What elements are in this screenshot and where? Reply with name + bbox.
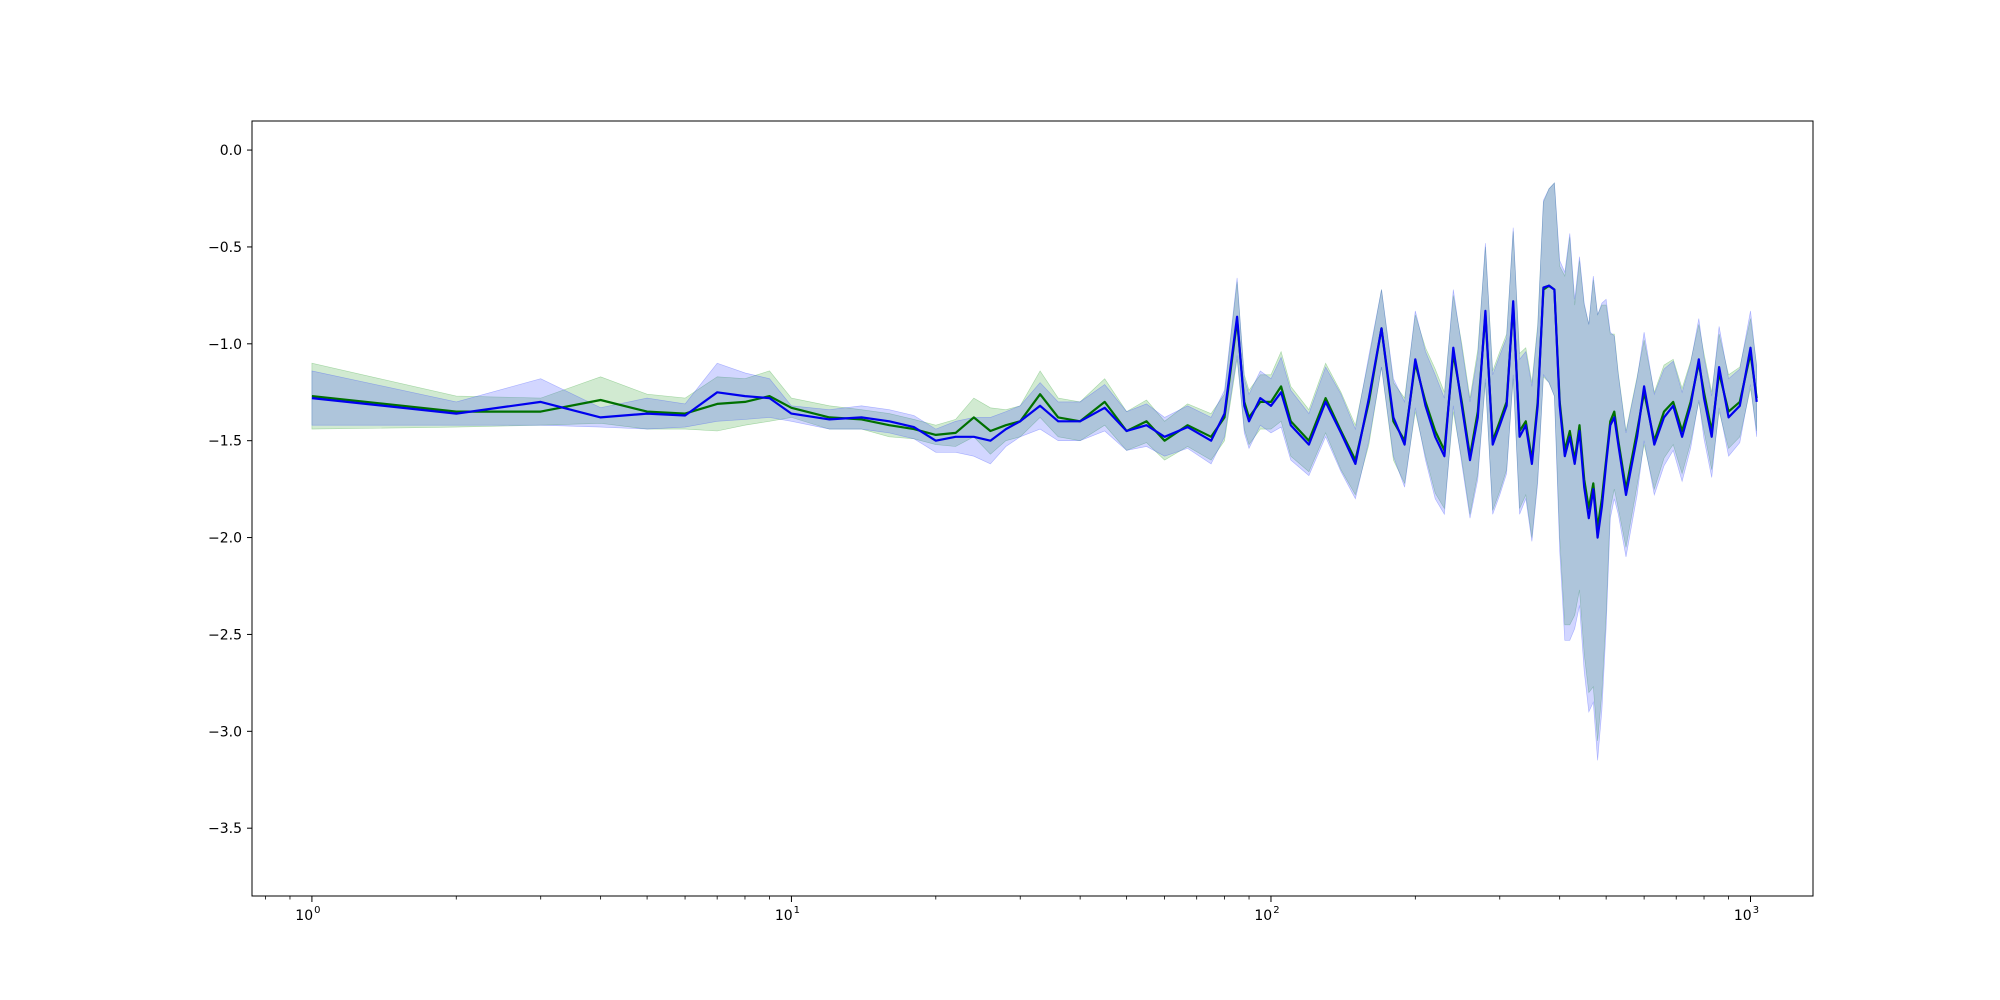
x-tick-label: 101 [775,905,800,924]
series-1-line [311,284,1758,539]
y-tick-label: 0.0 [220,143,242,159]
x-axis-ticks: 100 101 102 103 [295,896,1759,924]
x-tick-label: 100 [295,905,320,924]
series-1-band [311,182,1757,761]
y-axis-ticks: 0.0 −0.5 −1.0 −1.5 −2.0 −2.5 −3.0 −3.5 [208,143,252,837]
y-tick-label: −2.5 [208,627,242,643]
y-tick-label: −3.0 [208,724,242,740]
y-tick-label: −2.0 [208,531,242,547]
plot-frame [251,120,1814,897]
x-tick-label: 102 [1254,905,1279,924]
y-tick-label: −1.0 [208,337,242,353]
series-lines [311,284,1758,539]
series-0-band [311,182,1757,742]
y-tick-label: −0.5 [208,240,242,256]
x-minor-ticks [265,896,1729,900]
x-tick-label: 103 [1734,905,1759,924]
y-tick-label: −3.5 [208,821,242,837]
confidence-bands [311,182,1757,761]
y-tick-label: −1.5 [208,434,242,450]
